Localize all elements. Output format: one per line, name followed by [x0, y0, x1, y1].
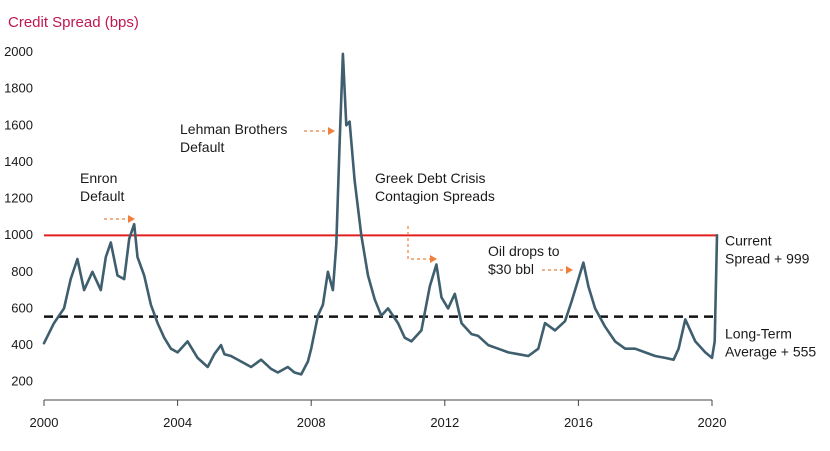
x-tick-label: 2000 [30, 415, 59, 430]
current-reference-label: Spread + 999 [725, 250, 810, 266]
annotation-label: Contagion Spreads [375, 188, 495, 204]
y-tick-label: 600 [11, 300, 33, 315]
average-reference-label: Long-Term [725, 326, 792, 342]
y-axis-title: Credit Spread (bps) [8, 14, 139, 31]
annotation-arrow-head [328, 127, 335, 135]
annotation-label: Oil drops to [488, 243, 560, 259]
y-tick-labels: 200 400 600 800 1000 1200 1400 1600 1800 2000 [4, 44, 33, 389]
annotation-arrow-head [430, 255, 437, 263]
x-tick-labels: 2000 2004 2008 2012 2016 2020 [30, 400, 727, 430]
y-tick-label: 1800 [4, 81, 33, 96]
annotation-arrow-head [128, 215, 135, 223]
y-tick-label: 400 [11, 337, 33, 352]
average-reference-label: Average + 555 [725, 344, 816, 360]
annotation-label: Greek Debt Crisis [375, 170, 485, 186]
y-tick-label: 1200 [4, 191, 33, 206]
y-tick-label: 800 [11, 264, 33, 279]
annotation-label: Lehman Brothers [180, 121, 287, 137]
annotation-arrow-head [566, 266, 573, 274]
x-tick-label: 2004 [163, 415, 192, 430]
current-reference-label: Current [725, 232, 772, 248]
series-layer [42, 52, 719, 376]
annotations-layer: Enron Default Lehman Brothers Default Greek … [80, 121, 573, 277]
annotation-label: Default [180, 139, 224, 155]
x-tick-label: 2016 [564, 415, 593, 430]
annotation-label: Enron [80, 170, 117, 186]
reference-lines: Current Spread + 999 Long-Term Average + 55… [44, 232, 816, 360]
annotation-label: $30 bbl [488, 261, 534, 277]
x-tick-label: 2020 [698, 415, 727, 430]
annotation-arrow-line [407, 226, 432, 260]
y-tick-label: 2000 [4, 44, 33, 59]
x-tick-label: 2012 [430, 415, 459, 430]
x-tick-label: 2008 [297, 415, 326, 430]
y-tick-label: 1000 [4, 227, 33, 242]
y-tick-label: 1600 [4, 117, 33, 132]
y-tick-label: 200 [11, 374, 33, 389]
annotation-label: Default [80, 188, 124, 204]
y-tick-label: 1400 [4, 154, 33, 169]
credit-spread-series-line [42, 52, 719, 376]
